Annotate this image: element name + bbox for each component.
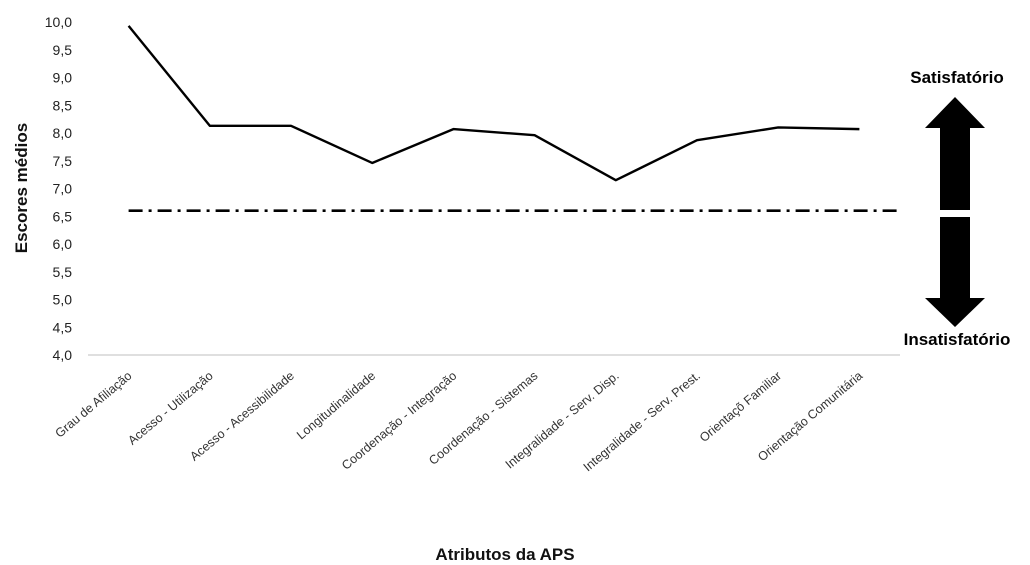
unsatisfactory-label: Insatisfatório xyxy=(904,330,1011,349)
y-tick-label: 5,5 xyxy=(53,264,73,280)
x-tick-label: Grau de Afiliação xyxy=(53,369,135,441)
x-tick-label: Longitudinalidade xyxy=(294,369,378,443)
x-axis-title: Atributos da APS xyxy=(435,545,574,564)
y-tick-label: 8,0 xyxy=(53,125,73,141)
y-tick-label: 7,0 xyxy=(53,181,73,197)
up-arrow-icon xyxy=(925,97,985,210)
y-tick-label: 5,0 xyxy=(53,292,73,308)
y-tick-label: 9,0 xyxy=(53,70,73,86)
y-tick-label: 6,0 xyxy=(53,236,73,252)
y-tick-label: 6,5 xyxy=(53,208,73,224)
y-tick-label: 7,5 xyxy=(53,153,73,169)
y-tick-label: 9,5 xyxy=(53,42,73,58)
x-tick-label: Orientaçõ Familiar xyxy=(697,369,784,445)
y-tick-label: 10,0 xyxy=(45,14,72,30)
y-axis-ticks: 4,0 4,5 5,0 5,5 6,0 6,5 7,0 7,5 8,0 8,5 9,0 9,5 10,0 xyxy=(45,14,72,363)
down-arrow-icon xyxy=(925,217,985,327)
y-axis-title: Escores médios xyxy=(12,123,31,253)
series-line xyxy=(127,25,860,182)
y-tick-label: 8,5 xyxy=(53,97,73,113)
y-tick-label: 4,0 xyxy=(53,347,73,363)
y-tick-label: 4,5 xyxy=(53,319,73,335)
satisfactory-label: Satisfatório xyxy=(910,68,1004,87)
x-tick-label: Acesso - Utilização xyxy=(125,369,215,448)
